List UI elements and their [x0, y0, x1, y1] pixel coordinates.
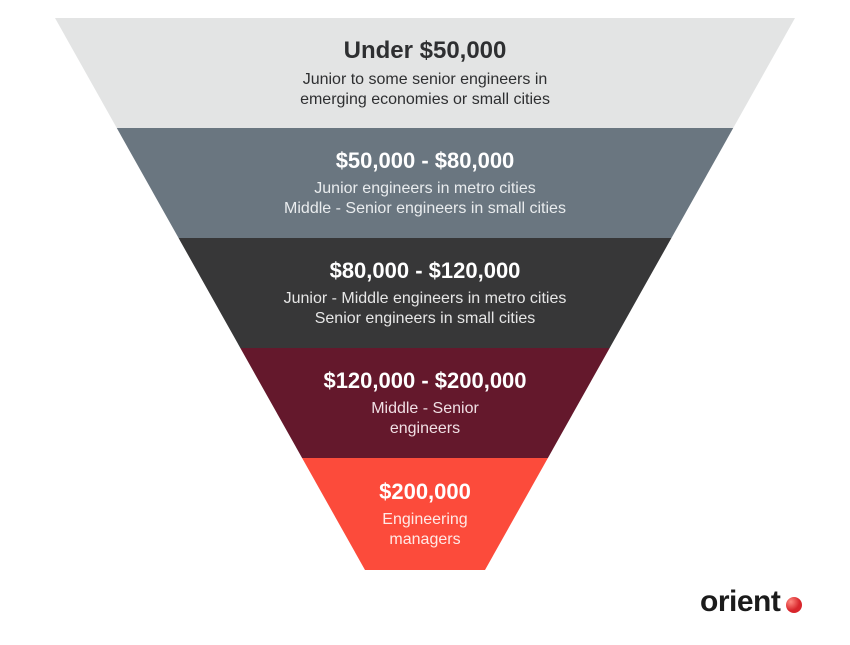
funnel-segment-4: $120,000 - $200,000 Middle - Senior engin… [55, 348, 795, 458]
salary-funnel: Under $50,000 Junior to some senior engin… [55, 18, 795, 570]
funnel-segment-title: $80,000 - $120,000 [330, 257, 521, 285]
funnel-segment-title: $50,000 - $80,000 [336, 147, 515, 175]
brand-logo-dot-icon [786, 597, 802, 613]
funnel-segment-subtitle: Junior - Middle engineers in metro citie… [284, 289, 567, 329]
funnel-segment-2: $50,000 - $80,000 Junior engineers in met… [55, 128, 795, 238]
funnel-segment-title: $200,000 [379, 478, 471, 506]
brand-logo: orient [700, 585, 802, 619]
funnel-segment-subtitle: Junior engineers in metro cities Middle … [284, 179, 566, 219]
funnel-segment-subtitle: Junior to some senior engineers in emerg… [300, 70, 550, 110]
funnel-segment-title: Under $50,000 [344, 36, 507, 66]
funnel-segment-subtitle: Middle - Senior engineers [371, 399, 479, 439]
funnel-segment-3: $80,000 - $120,000 Junior - Middle engine… [55, 238, 795, 348]
funnel-segment-1: Under $50,000 Junior to some senior engin… [55, 18, 795, 128]
funnel-segment-subtitle: Engineering managers [382, 510, 467, 550]
funnel-segment-5: $200,000 Engineering managers [55, 458, 795, 570]
infographic-stage: Under $50,000 Junior to some senior engin… [0, 0, 850, 645]
funnel-segment-title: $120,000 - $200,000 [323, 367, 526, 395]
brand-logo-text: orient [700, 585, 780, 619]
